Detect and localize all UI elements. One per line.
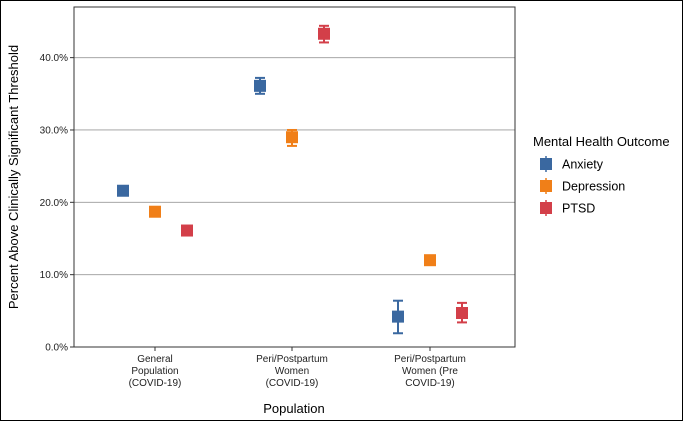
y-axis-ticks: 0.0% 10.0% 20.0% 30.0% 40.0%	[40, 53, 74, 354]
legend-label-depression: Depression	[562, 180, 625, 194]
legend-title: Mental Health Outcome	[533, 134, 670, 149]
y-tick-label: 40.0%	[40, 53, 68, 64]
y-tick-label: 0.0%	[45, 343, 68, 354]
data-point-anxiety	[254, 79, 266, 92]
data-point-anxiety	[392, 310, 404, 323]
data-point-depression	[424, 254, 436, 267]
legend-key-anxiety	[540, 158, 552, 170]
data-point-depression	[149, 205, 161, 218]
x-axis-ticks: General Population (COVID-19) Peri/Postpart…	[129, 347, 466, 389]
legend-label-anxiety: Anxiety	[562, 158, 604, 172]
x-tick-label: Peri/Postpartum Women (COVID-19)	[256, 354, 328, 389]
legend: Mental Health Outcome Anxiety Depression P…	[533, 134, 670, 216]
plot-area	[73, 6, 516, 348]
data-point-anxiety	[117, 184, 129, 197]
legend-label-ptsd: PTSD	[562, 202, 595, 216]
y-axis-title: Percent Above Clinically Significant Thr…	[6, 45, 21, 309]
data-point-ptsd	[456, 307, 468, 319]
legend-key-ptsd	[540, 202, 552, 214]
data-point-ptsd	[181, 224, 193, 237]
x-tick-label: Peri/Postpartum Women (Pre COVID-19)	[394, 354, 466, 389]
legend-key-depression	[540, 180, 552, 192]
x-tick-label: General Population (COVID-19)	[129, 354, 182, 389]
data-marks	[117, 24, 468, 335]
grid-lines	[74, 57, 515, 348]
y-tick-label: 30.0%	[40, 125, 68, 136]
data-point-depression	[286, 131, 298, 144]
y-tick-label: 20.0%	[40, 198, 68, 209]
data-point-ptsd	[318, 27, 330, 40]
y-tick-label: 10.0%	[40, 270, 68, 281]
x-axis-title: Population	[263, 401, 324, 416]
